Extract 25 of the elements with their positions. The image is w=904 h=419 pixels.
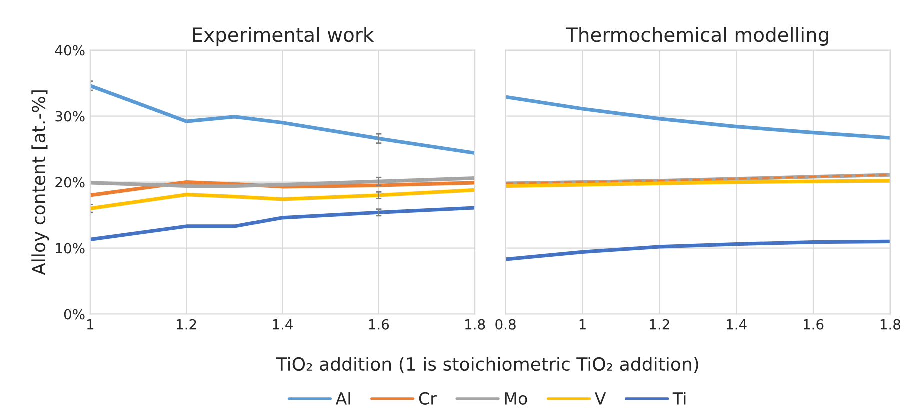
x-tick-label: 1.6: [804, 319, 824, 330]
x-tick-label: 0.8: [496, 319, 516, 330]
y-tick-label: 10%: [56, 243, 85, 254]
legend-label: Cr: [419, 392, 437, 405]
x-axis-title: TiO₂ addition (1 is stoichiometric TiO₂ addition): [276, 357, 698, 374]
legend-label: Ti: [672, 392, 686, 405]
legend-label: Al: [336, 392, 350, 405]
y-tick-label: 0%: [64, 309, 85, 320]
x-tick-label: 1.2: [650, 319, 670, 330]
chart-title: Experimental work: [193, 27, 374, 46]
legend-label: Mo: [505, 392, 528, 405]
y-tick-label: 40%: [55, 45, 85, 56]
x-tick-label: 1.4: [273, 320, 293, 330]
x-tick-label: 1.8: [466, 319, 486, 330]
chart-title: Thermochemical modelling: [566, 27, 828, 46]
x-tick-label: 1.6: [369, 319, 390, 330]
x-tick-label: 1: [88, 320, 94, 330]
x-tick-label: 1: [580, 320, 586, 330]
y-axis-title: Alloy content [at.-%]: [32, 90, 50, 276]
y-tick-label: 20%: [56, 177, 85, 188]
x-tick-label: 1.2: [177, 319, 196, 330]
x-tick-label: 1.8: [880, 319, 901, 330]
y-tick-label: 30%: [56, 111, 85, 122]
x-tick-label: 1.4: [727, 320, 747, 330]
legend-label: V: [594, 392, 606, 405]
